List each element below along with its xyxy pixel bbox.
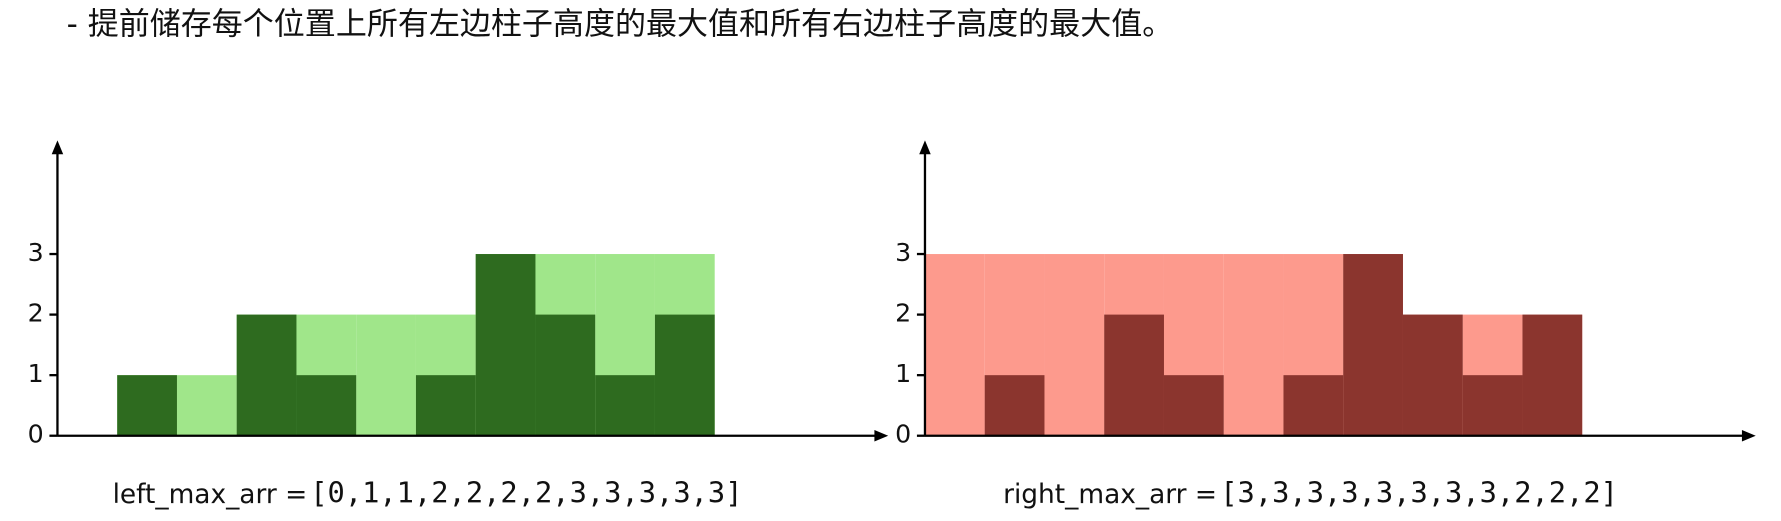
bar <box>1462 375 1523 436</box>
y-tick-label: 0 <box>28 420 44 449</box>
axes <box>56 147 1748 437</box>
bar <box>595 375 655 436</box>
bar <box>415 375 476 436</box>
array-caption: right_max_arr = <box>1003 479 1217 510</box>
bar <box>236 314 297 436</box>
array-values: [3,3,3,3,3,3,3,3,2,2,2] <box>1220 475 1618 509</box>
bar <box>535 314 596 436</box>
bar <box>654 314 715 436</box>
bar <box>1343 254 1403 436</box>
bar <box>176 375 237 436</box>
y-tick-label: 0 <box>895 420 911 449</box>
bar <box>1104 314 1164 436</box>
arrow-heads <box>51 140 1756 442</box>
bar <box>1044 254 1105 436</box>
bar <box>475 254 536 436</box>
y-tick-label: 3 <box>28 238 44 267</box>
bar <box>1163 375 1224 436</box>
bar <box>1522 314 1583 436</box>
bar <box>924 254 985 436</box>
y-tick-label: 2 <box>28 299 44 328</box>
bar <box>356 314 416 436</box>
bar <box>1283 375 1344 436</box>
header-text: - 提前储存每个位置上所有左边柱子高度的最大值和所有右边柱子高度的最大值。 <box>67 7 1174 43</box>
array-caption: left_max_arr = <box>113 479 308 510</box>
bar <box>117 375 177 436</box>
y-tick-label: 1 <box>895 359 911 388</box>
bar <box>296 375 357 436</box>
y-tick-label: 2 <box>895 299 911 328</box>
bar <box>1402 314 1463 436</box>
bar <box>1223 254 1284 436</box>
y-tick-label: 3 <box>895 238 911 267</box>
array-values: [0,1,1,2,2,2,2,3,3,3,3,3] <box>310 475 742 509</box>
bar <box>984 375 1045 436</box>
y-tick-label: 1 <box>28 359 44 388</box>
